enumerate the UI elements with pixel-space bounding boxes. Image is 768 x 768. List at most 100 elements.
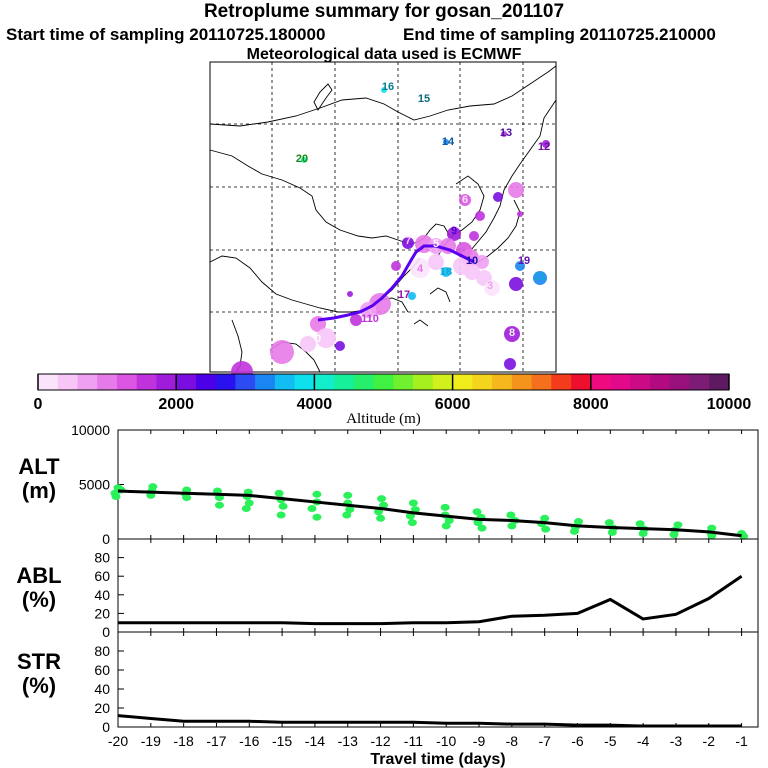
altitude-point (407, 519, 417, 527)
colorbar-segment (413, 374, 434, 390)
start-time-label: Start time of sampling 20110725.180000 (6, 25, 326, 44)
abl-unit: (%) (21, 587, 57, 612)
plume-particle (443, 139, 449, 145)
y-tick-label: 0 (102, 531, 110, 547)
plume-particle (447, 227, 461, 241)
altitude-point (408, 499, 418, 507)
colorbar-segment (57, 374, 78, 390)
map-day-label: 17 (398, 289, 410, 301)
map-day-label: 10 (466, 255, 478, 267)
altitude-point (111, 492, 121, 500)
colorbar-segment (334, 374, 355, 390)
altitude-point (379, 501, 389, 509)
altitude-point (278, 502, 288, 510)
colorbar-segment (195, 374, 216, 390)
map-day-label: 14 (442, 136, 455, 148)
colorbar-segment (590, 374, 611, 390)
altitude-point (541, 525, 551, 533)
map-frame (209, 61, 557, 373)
map-day-labels: 16 15 14 13 12 20 19 17 6 9 7 5 10 4 3 11 18 8 0 110 (296, 81, 550, 345)
x-tick-label: -9 (473, 733, 486, 749)
altitude-point (607, 528, 617, 536)
plume-particle (381, 87, 387, 93)
alt-unit: (m) (21, 478, 57, 503)
plume-particles (231, 87, 550, 383)
y-tick-label: 60 (94, 662, 110, 678)
colorbar-segment (492, 374, 513, 390)
altitude-point (377, 495, 387, 503)
x-tick-label: -8 (506, 733, 519, 749)
altitude-point (507, 522, 517, 530)
plume-mean-track (317, 244, 475, 322)
y-tick-label: 10000 (71, 422, 110, 438)
panel-frame (117, 538, 759, 633)
x-tick-label: -16 (239, 733, 259, 749)
map-day-label: 5 (433, 238, 439, 250)
series-line (117, 714, 742, 728)
altitude-point (635, 520, 645, 528)
y-tick-label: 80 (94, 550, 110, 566)
x-tick-label: -14 (305, 733, 325, 749)
x-tick-label: -4 (637, 733, 650, 749)
alt-label: ALT (18, 454, 60, 479)
colorbar-segment (472, 374, 493, 390)
altitude-point (244, 499, 254, 507)
plume-particle (504, 358, 516, 370)
altitude-point (214, 501, 224, 509)
plume-particle (428, 254, 444, 270)
altitude-point (506, 511, 516, 519)
str-panel-label: STR (%) (8, 650, 70, 698)
colorbar-segment (689, 374, 710, 390)
series-line (117, 489, 742, 538)
panel-frame (117, 631, 759, 728)
x-tick-label: -6 (571, 733, 584, 749)
colorbar-segment (531, 374, 552, 390)
y-tick-label: 60 (94, 568, 110, 584)
plume-particle (504, 326, 520, 342)
colorbar-segment (156, 374, 177, 390)
altitude-point (569, 527, 579, 535)
x-tick-label: -7 (538, 733, 551, 749)
altitude-point (312, 490, 322, 498)
x-tick-label: -1 (735, 733, 748, 749)
altitude-point (673, 521, 683, 529)
colorbar-segment (235, 374, 256, 390)
map-gridlines (210, 62, 556, 372)
altitude-point (182, 494, 192, 502)
colorbar-segment (314, 374, 335, 390)
colorbar-segment (97, 374, 118, 390)
x-tick-label: -10 (436, 733, 456, 749)
x-tick-label: -2 (703, 733, 716, 749)
map-day-label: 110 (361, 313, 379, 325)
map-day-label: 0 (315, 333, 321, 345)
altitude-point (345, 506, 355, 514)
map-day-label: 11 (534, 271, 546, 283)
colorbar-segment (709, 374, 730, 390)
x-tick-label: -5 (604, 733, 617, 749)
map-day-label: 15 (418, 93, 430, 105)
plume-particle (517, 211, 523, 217)
plume-particle (475, 211, 485, 221)
x-axis-title: Travel time (days) (370, 751, 505, 768)
colorbar-segment (432, 374, 453, 390)
str-unit: (%) (21, 673, 57, 698)
y-tick-label: 0 (102, 719, 110, 735)
y-tick-label: 20 (94, 605, 110, 621)
plume-particle (301, 157, 307, 163)
colorbar-segment (116, 374, 138, 390)
abl-panel-label: ABL (%) (8, 564, 70, 612)
abl-label: ABL (16, 563, 62, 588)
plume-particle (542, 140, 550, 148)
altitude-colorbar: 0 2000 4000 6000 8000 10000 Altitude (m) (34, 373, 751, 427)
altitude-point (604, 519, 614, 527)
colorbar-segment (353, 374, 374, 390)
colorbar-segment (176, 374, 197, 390)
panel-frame (117, 429, 759, 540)
map-day-label: 12 (538, 141, 550, 153)
plume-particle (469, 231, 479, 241)
page-title: Retroplume summary for gosan_201107 (203, 1, 565, 22)
colorbar-segment (610, 374, 631, 390)
altitude-point (638, 530, 648, 538)
plume-particle (391, 261, 401, 271)
altitude-point (307, 504, 317, 512)
